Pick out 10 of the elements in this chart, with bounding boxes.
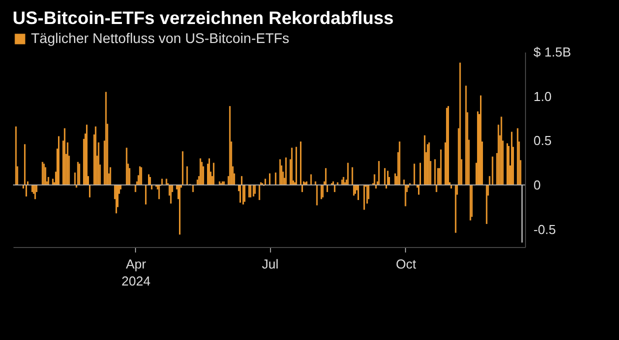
- x-tick-label: Oct: [396, 256, 416, 272]
- y-tick-label: 0.5: [534, 133, 552, 148]
- legend-label: Täglicher Nettofluss von US-Bitcoin-ETFs: [31, 30, 290, 46]
- y-tick-label: $ 1.5B: [534, 44, 572, 60]
- x-tick-label: Apr 2024: [122, 256, 150, 288]
- y-tick-label: 1.0: [534, 88, 552, 104]
- chart-title: US-Bitcoin-ETFs verzeichnen Rekordabfluss: [12, 8, 394, 28]
- x-tick-label: Jul: [262, 256, 279, 272]
- y-tick-label: 0: [534, 177, 541, 192]
- y-tick-label: -0.5: [534, 222, 556, 237]
